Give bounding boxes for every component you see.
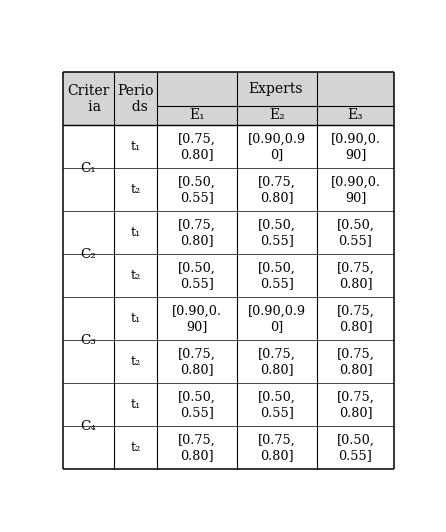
Text: Experts: Experts <box>248 82 303 96</box>
Text: [0.90,0.
90]: [0.90,0. 90] <box>330 176 380 204</box>
Text: C₃: C₃ <box>81 334 96 347</box>
Text: t₁: t₁ <box>131 398 141 411</box>
Text: C₂: C₂ <box>81 248 96 261</box>
Text: C₄: C₄ <box>81 420 96 433</box>
Text: Perio
  ds: Perio ds <box>117 84 154 114</box>
Text: [0.75,
0.80]: [0.75, 0.80] <box>258 434 296 462</box>
Text: [0.75,
0.80]: [0.75, 0.80] <box>178 434 216 462</box>
Text: [0.75,
0.80]: [0.75, 0.80] <box>337 262 375 290</box>
Text: t₂: t₂ <box>131 442 141 454</box>
Text: E₃: E₃ <box>348 109 363 122</box>
Text: [0.50,
0.55]: [0.50, 0.55] <box>258 262 296 290</box>
Text: t₁: t₁ <box>131 226 141 239</box>
Text: [0.50,
0.55]: [0.50, 0.55] <box>258 391 296 419</box>
Text: [0.75,
0.80]: [0.75, 0.80] <box>258 176 296 204</box>
Text: [0.75,
0.80]: [0.75, 0.80] <box>178 133 216 161</box>
Text: [0.50,
0.55]: [0.50, 0.55] <box>337 434 375 462</box>
Text: [0.50,
0.55]: [0.50, 0.55] <box>178 262 216 290</box>
Text: t₂: t₂ <box>131 269 141 282</box>
Text: [0.50,
0.55]: [0.50, 0.55] <box>178 176 216 204</box>
Text: [0.75,
0.80]: [0.75, 0.80] <box>178 219 216 247</box>
Text: [0.75,
0.80]: [0.75, 0.80] <box>258 348 296 376</box>
Text: [0.90,0.
90]: [0.90,0. 90] <box>172 305 222 333</box>
Text: Criter
   ia: Criter ia <box>67 84 110 114</box>
Text: [0.75,
0.80]: [0.75, 0.80] <box>178 348 216 376</box>
Text: [0.75,
0.80]: [0.75, 0.80] <box>337 391 375 419</box>
Text: [0.75,
0.80]: [0.75, 0.80] <box>337 348 375 376</box>
Bar <box>62 72 395 126</box>
Text: t₁: t₁ <box>131 140 141 153</box>
Text: [0.75,
0.80]: [0.75, 0.80] <box>337 305 375 333</box>
Text: [0.50,
0.55]: [0.50, 0.55] <box>178 391 216 419</box>
Text: [0.50,
0.55]: [0.50, 0.55] <box>258 219 296 247</box>
Text: E₁: E₁ <box>189 109 205 122</box>
Text: C₁: C₁ <box>81 162 96 175</box>
Text: [0.90,0.9
0]: [0.90,0.9 0] <box>248 133 306 161</box>
Text: t₁: t₁ <box>131 312 141 326</box>
Text: [0.50,
0.55]: [0.50, 0.55] <box>337 219 375 247</box>
Text: [0.90,0.9
0]: [0.90,0.9 0] <box>248 305 306 333</box>
Text: t₂: t₂ <box>131 184 141 196</box>
Text: t₂: t₂ <box>131 355 141 368</box>
Text: [0.90,0.
90]: [0.90,0. 90] <box>330 133 380 161</box>
Text: E₂: E₂ <box>269 109 285 122</box>
